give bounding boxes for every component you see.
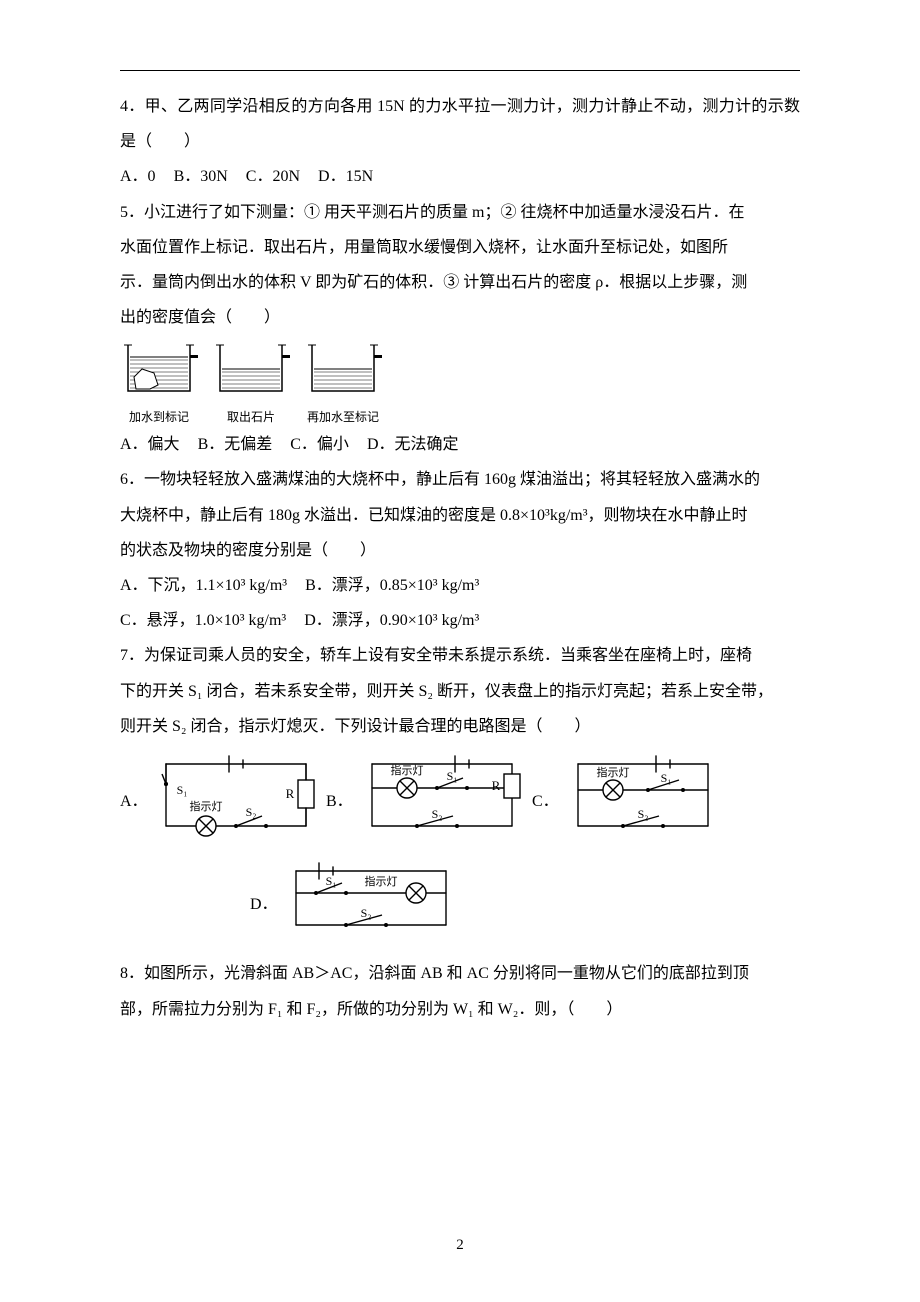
q6-options-2: C．悬浮，1.0×10³ kg/m³ D．漂浮，0.90×10³ kg/m³ — [120, 603, 800, 638]
q5-B: B．无偏差 — [198, 427, 273, 462]
q4-options: A．0 B．30N C．20N D．15N — [120, 159, 800, 194]
q5-options: A．偏大 B．无偏差 C．偏小 D．无法确定 — [120, 427, 800, 462]
q6-line3: 的状态及物块的密度分别是（ ） — [120, 533, 800, 568]
q5-D: D．无法确定 — [367, 427, 459, 462]
svg-text:R: R — [286, 786, 295, 801]
svg-text:S₁: S₁ — [661, 771, 672, 785]
top-rule — [120, 70, 800, 71]
q7-label-C: C． — [532, 784, 558, 819]
q8-line2: 部，所需拉力分别为 F₁ 和 F₂，所做的功分别为 W₁ 和 W₂．则，（ ） — [120, 992, 800, 1027]
svg-text:S₁: S₁ — [177, 783, 188, 797]
circuit-D: S₁ 指示灯 S₂ — [286, 859, 456, 950]
q7-label-B: B． — [326, 784, 352, 819]
q5-line2: 水面位置作上标记．取出石片，用量筒取水缓慢倒入烧杯，让水面升至标记处，如图所 — [120, 230, 800, 265]
q4-C: C．20N — [246, 159, 300, 194]
q7-line1: 7．为保证司乘人员的安全，轿车上设有安全带未系提示系统．当乘客坐在座椅上时，座椅 — [120, 638, 800, 673]
svg-text:S₂: S₂ — [361, 906, 372, 920]
q6-line2: 大烧杯中，静止后有 180g 水溢出．已知煤油的密度是 0.8×10³kg/m³… — [120, 498, 800, 533]
svg-text:S₂: S₂ — [246, 805, 257, 819]
q7-label-D: D． — [250, 887, 276, 922]
q7-line3: 则开关 S₂ 闭合，指示灯熄灭．下列设计最合理的电路图是（ ） — [120, 709, 800, 744]
q5-A: A．偏大 — [120, 427, 180, 462]
q5-line1: 5．小江进行了如下测量：① 用天平测石片的质量 m；② 往烧杯中加适量水浸没石片… — [120, 195, 800, 230]
svg-text:指示灯: 指示灯 — [365, 874, 398, 888]
page: 4．甲、乙两同学沿相反的方向各用 15N 的力水平拉一测力计，测力计静止不动，测… — [0, 0, 920, 1302]
q6-A: A．下沉，1.1×10³ kg/m³ — [120, 568, 287, 603]
q6-options-1: A．下沉，1.1×10³ kg/m³ B．漂浮，0.85×10³ kg/m³ — [120, 568, 800, 603]
svg-text:S₁: S₁ — [447, 769, 458, 783]
q6-line1: 6．一物块轻轻放入盛满煤油的大烧杯中，静止后有 160g 煤油溢出；将其轻轻放入… — [120, 462, 800, 497]
circuit-C: 指示灯 S₁ S₂ — [568, 750, 718, 853]
q6-D: D．漂浮，0.90×10³ kg/m³ — [304, 603, 479, 638]
svg-text:指示灯: 指示灯 — [190, 799, 223, 813]
q4-A: A．0 — [120, 159, 156, 194]
circuit-B: 指示灯 S₁ R S₂ — [362, 750, 522, 853]
q5-line3: 示．量筒内倒出水的体积 V 即为矿石的体积．③ 计算出石片的密度 ρ．根据以上步… — [120, 265, 800, 300]
q5-diagram: 加水到标记取出石片再加水至标记 — [120, 339, 800, 425]
svg-text:指示灯: 指示灯 — [597, 765, 630, 779]
q4-B: B．30N — [174, 159, 228, 194]
page-number: 2 — [0, 1229, 920, 1262]
svg-text:S₁: S₁ — [326, 874, 337, 888]
svg-text:指示灯: 指示灯 — [391, 763, 424, 777]
q6-C: C．悬浮，1.0×10³ kg/m³ — [120, 603, 286, 638]
q7-line2: 下的开关 S₁ 闭合，若未系安全带，则开关 S₂ 断开，仪表盘上的指示灯亮起；若… — [120, 674, 800, 709]
q4-text: 4．甲、乙两同学沿相反的方向各用 15N 的力水平拉一测力计，测力计静止不动，测… — [120, 89, 800, 159]
svg-text:S₂: S₂ — [432, 807, 443, 821]
q7-label-A: A． — [120, 784, 146, 819]
q7-circuits-row-2: D． S₁ 指示灯 S₂ — [120, 859, 800, 950]
q6-B: B．漂浮，0.85×10³ kg/m³ — [305, 568, 479, 603]
svg-text:S₂: S₂ — [638, 807, 649, 821]
q8-line1: 8．如图所示，光滑斜面 AB＞AC，沿斜面 AB 和 AC 分别将同一重物从它们… — [120, 956, 800, 991]
circuit-A: S₁指示灯 S₂ R — [156, 750, 316, 853]
q5-C: C．偏小 — [290, 427, 349, 462]
q7-circuits-row-1: A． S₁指示灯S₂R B． 指示灯S₁RS₂ C． 指示灯S₁S₂ — [120, 750, 800, 853]
svg-text:R: R — [492, 778, 501, 793]
q5-line4: 出的密度值会（ ） — [120, 300, 800, 335]
q4-D: D．15N — [318, 159, 373, 194]
